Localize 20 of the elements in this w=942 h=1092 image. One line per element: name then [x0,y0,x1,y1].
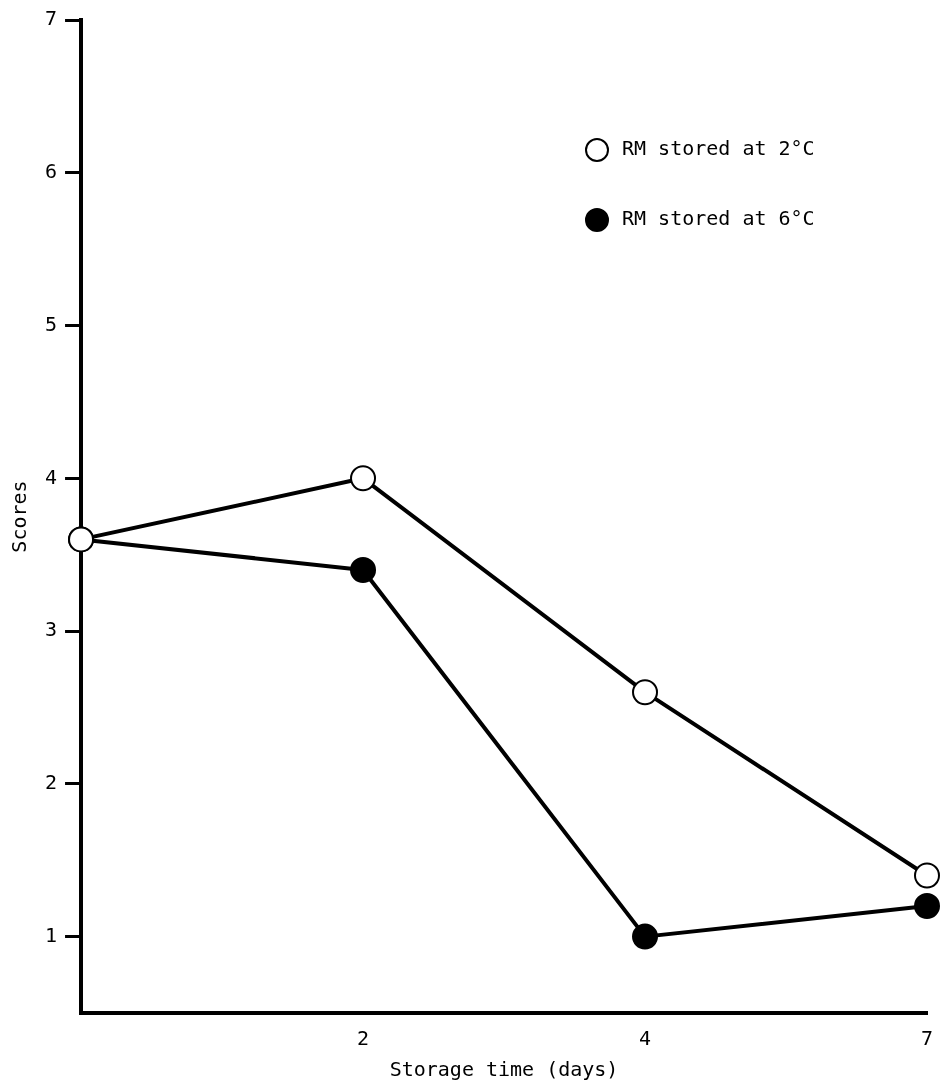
x-tick-label: 7 [920,1026,934,1051]
y-tick-label: 2 [44,770,58,795]
point [632,679,659,706]
point [350,465,377,492]
point [350,556,377,583]
y-tick-label: 3 [44,617,58,642]
y-tick-label: 6 [44,158,58,183]
point [914,893,940,920]
legend-label: RM stored at 2°C [622,136,815,161]
y-tick-label: 4 [44,464,58,489]
x-tick-label: 4 [638,1026,652,1051]
y-tick-label: 5 [44,311,58,336]
x-axis-title: Storage time (days) [389,1057,619,1082]
y-tick-label: 1 [44,922,58,947]
y-tick-label: 7 [44,6,58,31]
legend-label: RM stored at 6°C [622,206,815,231]
x-tick-label: 2 [357,1026,370,1051]
y-axis-title: Scores [7,480,32,553]
point [632,923,659,950]
point [914,862,940,889]
